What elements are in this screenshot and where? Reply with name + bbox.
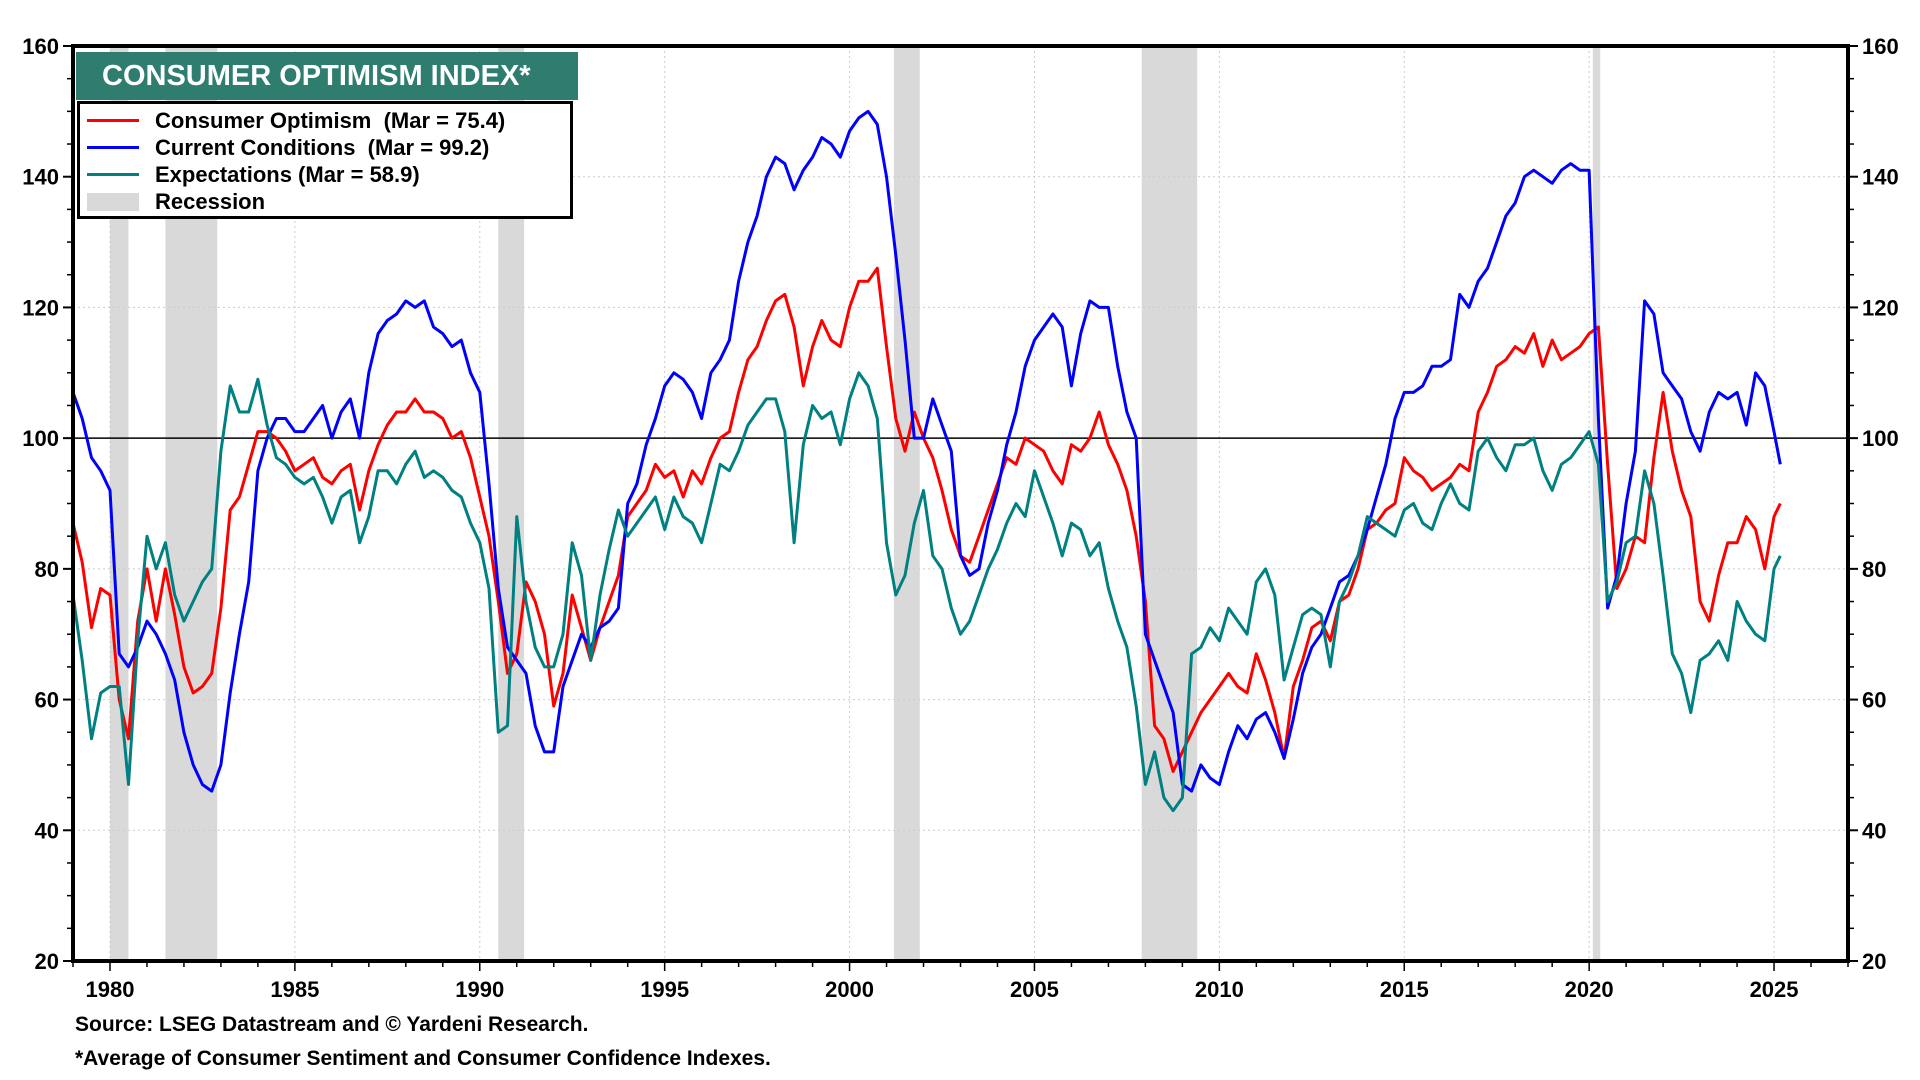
- y-tick-label-left: 100: [22, 426, 59, 451]
- source-note: Source: LSEG Datastream and © Yardeni Re…: [75, 1013, 589, 1036]
- legend-item-recession: Recession: [80, 188, 265, 215]
- legend: Consumer Optimism (Mar = 75.4) Current C…: [77, 101, 573, 219]
- y-tick-label-right: 20: [1862, 949, 1886, 974]
- legend-swatch-red: [87, 119, 139, 122]
- x-tick-label: 2020: [1565, 977, 1614, 1002]
- y-tick-label-left: 140: [22, 165, 59, 190]
- legend-swatch-recession: [87, 192, 139, 211]
- legend-item-current-conditions: Current Conditions (Mar = 99.2): [80, 134, 489, 161]
- legend-swatch-blue: [87, 146, 139, 149]
- x-tick-label: 2005: [1010, 977, 1059, 1002]
- recession-band: [1141, 46, 1198, 961]
- legend-item-consumer-optimism: Consumer Optimism (Mar = 75.4): [80, 107, 505, 134]
- x-tick-label: 2015: [1380, 977, 1429, 1002]
- legend-label: Recession: [155, 188, 266, 214]
- legend-label: Expectations (Mar = 58.9): [155, 161, 420, 187]
- footnote: *Average of Consumer Sentiment and Consu…: [75, 1047, 771, 1070]
- recession-bands: [109, 46, 1601, 961]
- y-tick-label-right: 60: [1862, 688, 1886, 713]
- y-tick-label-right: 120: [1862, 295, 1899, 320]
- legend-item-expectations: Expectations (Mar = 58.9): [80, 161, 420, 188]
- legend-label: Current Conditions (Mar = 99.2): [155, 134, 490, 160]
- y-tick-label-right: 40: [1862, 818, 1886, 843]
- series-line-current-conditions: [71, 109, 1782, 793]
- x-tick-label: 2025: [1750, 977, 1799, 1002]
- legend-swatch-teal: [87, 173, 139, 176]
- x-tick-label: 1980: [86, 977, 135, 1002]
- y-tick-label-right: 160: [1862, 34, 1899, 59]
- legend-label: Consumer Optimism (Mar = 75.4): [155, 107, 506, 133]
- recession-band: [1592, 46, 1601, 961]
- series-line-consumer-optimism: [71, 266, 1782, 773]
- x-tick-label: 1995: [640, 977, 689, 1002]
- y-tick-label-right: 80: [1862, 557, 1886, 582]
- y-tick-label-left: 20: [35, 949, 59, 974]
- y-tick-label-left: 80: [35, 557, 59, 582]
- y-tick-label-left: 160: [22, 34, 59, 59]
- chart-title: CONSUMER OPTIMISM INDEX*: [76, 52, 578, 100]
- series-line-expectations: [71, 371, 1782, 813]
- y-tick-label-left: 40: [35, 818, 59, 843]
- recession-band: [893, 46, 920, 961]
- x-tick-label: 1985: [270, 977, 319, 1002]
- y-tick-label-left: 120: [22, 295, 59, 320]
- y-tick-label-right: 140: [1862, 165, 1899, 190]
- x-tick-label: 2000: [825, 977, 874, 1002]
- y-tick-label-left: 60: [35, 688, 59, 713]
- series-lines: [71, 109, 1782, 813]
- y-tick-label-right: 100: [1862, 426, 1899, 451]
- x-tick-label: 2010: [1195, 977, 1244, 1002]
- x-tick-label: 1990: [455, 977, 504, 1002]
